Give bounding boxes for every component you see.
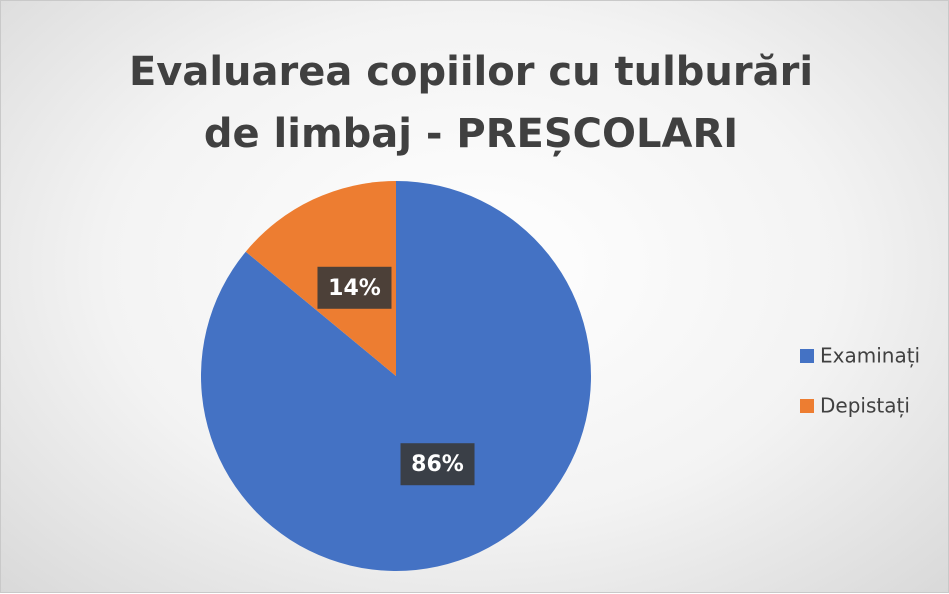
legend-swatch (800, 349, 814, 363)
chart-title: Evaluarea copiilor cu tulburări de limba… (128, 49, 814, 157)
value-label-box (317, 266, 392, 309)
value-label-box (400, 443, 475, 486)
legend-swatch (800, 399, 814, 413)
value-label: 86% (411, 452, 464, 477)
legend-label: Examinați (820, 344, 920, 368)
value-label: 14% (328, 276, 381, 301)
legend-label: Depistați (820, 394, 910, 418)
